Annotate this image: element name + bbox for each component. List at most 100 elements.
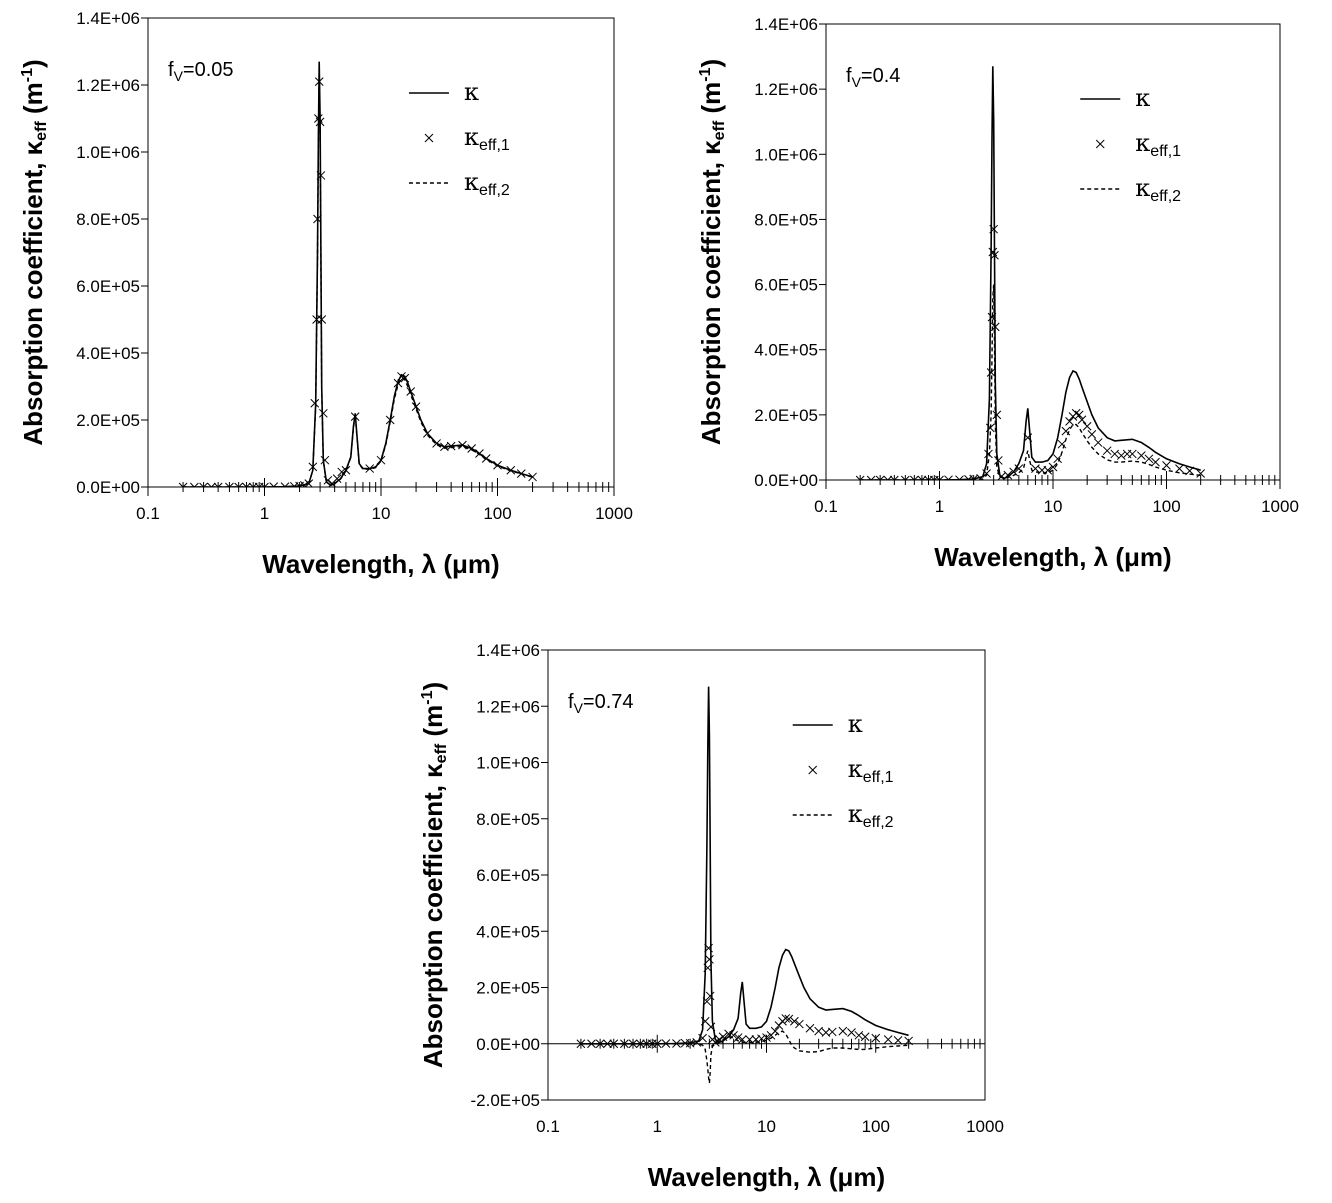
kappa-eff1-marker (376, 455, 386, 465)
fv-annotation: fV=0.05 (168, 59, 234, 84)
x-axis-title: Wavelength, λ (μm) (934, 542, 1171, 572)
y-tick-label: 0.0E+00 (476, 1035, 540, 1054)
kappa-eff1-marker (320, 455, 330, 465)
kappa-eff1-marker (1071, 408, 1081, 418)
kappa-eff1-marker (984, 449, 993, 459)
y-tick-label: 0.0E+00 (76, 478, 140, 497)
kappa-line (860, 66, 1201, 480)
kappa-eff1-marker (672, 1039, 681, 1048)
legend-label-sub: eff,2 (479, 182, 510, 199)
kappa-eff1-marker (652, 1039, 662, 1049)
kappa-eff1-marker (714, 1035, 724, 1044)
legend-label: κeff,2 (464, 168, 510, 199)
kappa-eff1-marker (790, 1016, 799, 1026)
kappa-eff1-marker (1196, 469, 1206, 478)
y-axis-title-sup: -1 (419, 690, 436, 704)
kappa-eff1-marker (1144, 454, 1154, 464)
kappa-eff1-marker (269, 482, 279, 487)
kappa-eff1-marker (698, 1033, 707, 1043)
kappa-line (580, 686, 909, 1045)
legend-label: κ (848, 710, 863, 738)
kappa-eff1-marker (242, 482, 251, 487)
y-tick-label: 6.0E+05 (476, 866, 540, 885)
y-axis-title: Absorption coefficient, κeff (m-1) (418, 682, 450, 1068)
kappa-eff1-marker (705, 955, 714, 964)
plot-frame (147, 17, 615, 488)
y-axis-title-close: ) (696, 59, 726, 68)
legend-label: κ (1135, 84, 1150, 112)
y-axis-title-sup: -1 (697, 67, 714, 81)
kappa-eff1-marker (332, 474, 342, 483)
kappa-eff1-marker (900, 475, 910, 480)
kappa-eff1-marker (993, 456, 1003, 465)
kappa-eff1-marker (976, 474, 985, 480)
kappa-eff1-marker (827, 1027, 837, 1037)
x-tick-label: 100 (483, 504, 511, 523)
legend-label-sub: eff,2 (1150, 188, 1181, 205)
kappa-eff1-marker (1061, 426, 1071, 436)
fv-annotation: fV=0.4 (846, 65, 900, 90)
fv-annotation-main: f (846, 65, 852, 87)
y-tick-label: 1.0E+06 (476, 754, 540, 773)
y-axis-title: Absorption coefficient, κeff (m-1) (18, 59, 50, 445)
kappa-eff1-marker (781, 1014, 791, 1023)
kappa-eff1-marker (1053, 454, 1063, 464)
legend-label: κeff,1 (464, 123, 510, 154)
kappa-eff1-marker (225, 482, 234, 487)
chart-fv-0-4: 0.1 1 10 100 1000 0.0E+00 2.0E+05 4.0E+05 6.0E+0… (696, 15, 1299, 572)
x-tick-label: 1000 (1261, 497, 1299, 516)
x-axis-title: Wavelength, λ (μm) (262, 549, 499, 579)
y-tick-label: 2.0E+05 (76, 411, 140, 430)
kappa-eff1-marker (1162, 460, 1171, 470)
legend-label-sub: eff,2 (863, 814, 894, 831)
x-tick-label: 10 (757, 1117, 776, 1136)
y-axis-title-main: Absorption coefficient, κ (18, 140, 48, 445)
kappa-eff1-marker (1151, 457, 1160, 467)
kappa-eff1-marker (692, 1037, 702, 1047)
x-tick-label: 1 (260, 504, 269, 523)
kappa-eff1-marker (603, 1039, 612, 1049)
fv-annotation-value: =0.05 (183, 59, 234, 81)
kappa-eff1-marker (1087, 430, 1097, 439)
kappa-eff1-marker (889, 475, 899, 480)
y-tick-label: 1.0E+06 (754, 145, 818, 164)
y-tick-label: 1.4E+06 (76, 9, 140, 28)
kappa-eff1-marker (446, 441, 456, 451)
fv-annotation-value: =0.4 (861, 65, 900, 87)
y-tick-label: -2.0E+05 (471, 1091, 540, 1110)
kappa-eff1-marker (528, 472, 537, 482)
plot-frame (825, 23, 1281, 481)
kappa-eff1-marker (704, 943, 713, 953)
kappa-eff1-marker (703, 963, 713, 973)
fv-annotation-main: f (568, 691, 574, 713)
x-tick-label: 10 (372, 504, 391, 523)
kappa-eff1-marker (1048, 462, 1058, 472)
kappa-eff1-marker (576, 1039, 586, 1049)
kappa-eff1-marker (860, 1032, 870, 1042)
kappa-eff1-marker (190, 482, 199, 487)
kappa-eff1-marker (992, 410, 1002, 420)
kappa-eff1-marker (909, 475, 919, 480)
kappa-eff1-marker (990, 250, 999, 260)
kappa-eff1-marker (1110, 449, 1120, 459)
y-tick-label: 4.0E+05 (754, 341, 818, 360)
legend-label-main: κ (464, 123, 479, 151)
kappa-eff1-marker (762, 1033, 771, 1042)
y-tick-label: 6.0E+05 (76, 277, 140, 296)
legend-label: κeff,2 (848, 800, 894, 831)
fv-annotation: fV=0.74 (568, 691, 634, 716)
legend-label-main: κ (1135, 174, 1150, 202)
x-tick-label: 1000 (966, 1117, 1004, 1136)
y-axis-title-close: ) (18, 59, 48, 68)
kappa-eff1-marker (795, 1019, 804, 1029)
kappa-eff1-marker (1077, 415, 1087, 425)
kappa-line (183, 61, 533, 487)
y-axis-title-sub: eff (433, 743, 450, 763)
fv-annotation-sub: V (574, 700, 584, 716)
x-tick-label: 1 (653, 1117, 662, 1136)
x-tick-label: 100 (862, 1117, 890, 1136)
x-tick-label: 0.1 (136, 504, 160, 523)
legend-marker-icon (424, 133, 434, 143)
y-axis-title-close: ) (418, 682, 448, 691)
y-axis-title-main: Absorption coefficient, κ (696, 140, 726, 445)
